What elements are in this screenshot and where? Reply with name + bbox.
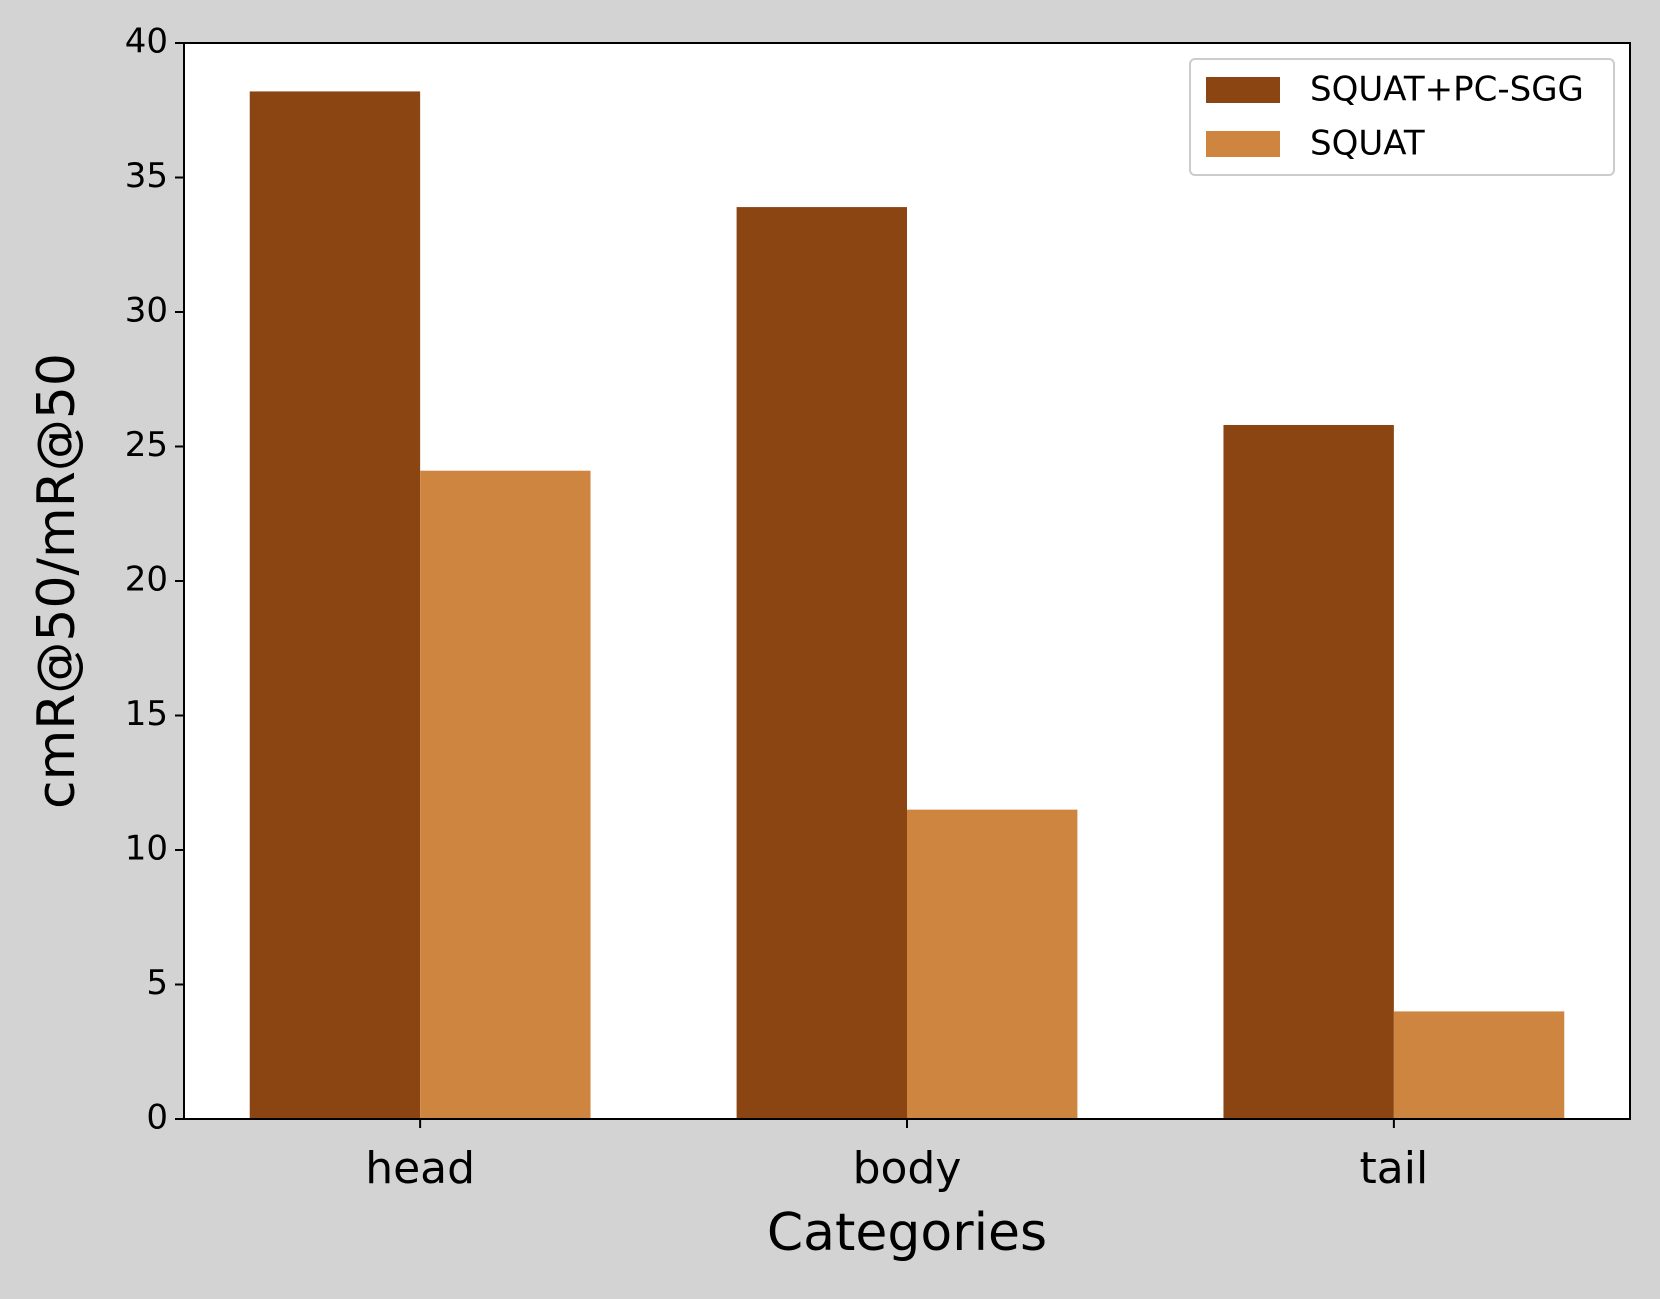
x-axis-label: Categories [767, 1203, 1047, 1263]
legend-box [1189, 58, 1615, 176]
bar [1393, 1011, 1565, 1119]
y-tick-label: 15 [125, 694, 168, 734]
y-axis-label: cmR@50/mR@50 [27, 353, 87, 809]
x-tick-label: head [365, 1143, 475, 1194]
y-tick-label: 30 [125, 291, 168, 331]
plot-frame [183, 42, 1631, 1120]
legend: SQUAT+PC-SGG SQUAT [1189, 58, 1615, 176]
y-tick-label: 25 [125, 425, 168, 465]
y-tick-label: 0 [146, 1098, 168, 1138]
legend-swatch [1206, 77, 1280, 103]
legend-swatch [1206, 131, 1280, 157]
legend-label: SQUAT+PC-SGG [1310, 70, 1584, 110]
bar [736, 207, 907, 1120]
bar [1223, 424, 1394, 1120]
y-tick-label: 20 [125, 560, 168, 600]
bar [420, 470, 591, 1120]
y-tick-label: 40 [125, 22, 168, 62]
x-tick-label: body [853, 1143, 962, 1194]
y-tick-label: 35 [125, 156, 168, 196]
y-tick-label: 5 [146, 963, 168, 1003]
bar [249, 91, 421, 1119]
y-tick-label: 10 [125, 829, 168, 869]
legend-label: SQUAT [1310, 124, 1425, 164]
x-tick-label: tail [1360, 1143, 1429, 1194]
bar [907, 809, 1078, 1119]
